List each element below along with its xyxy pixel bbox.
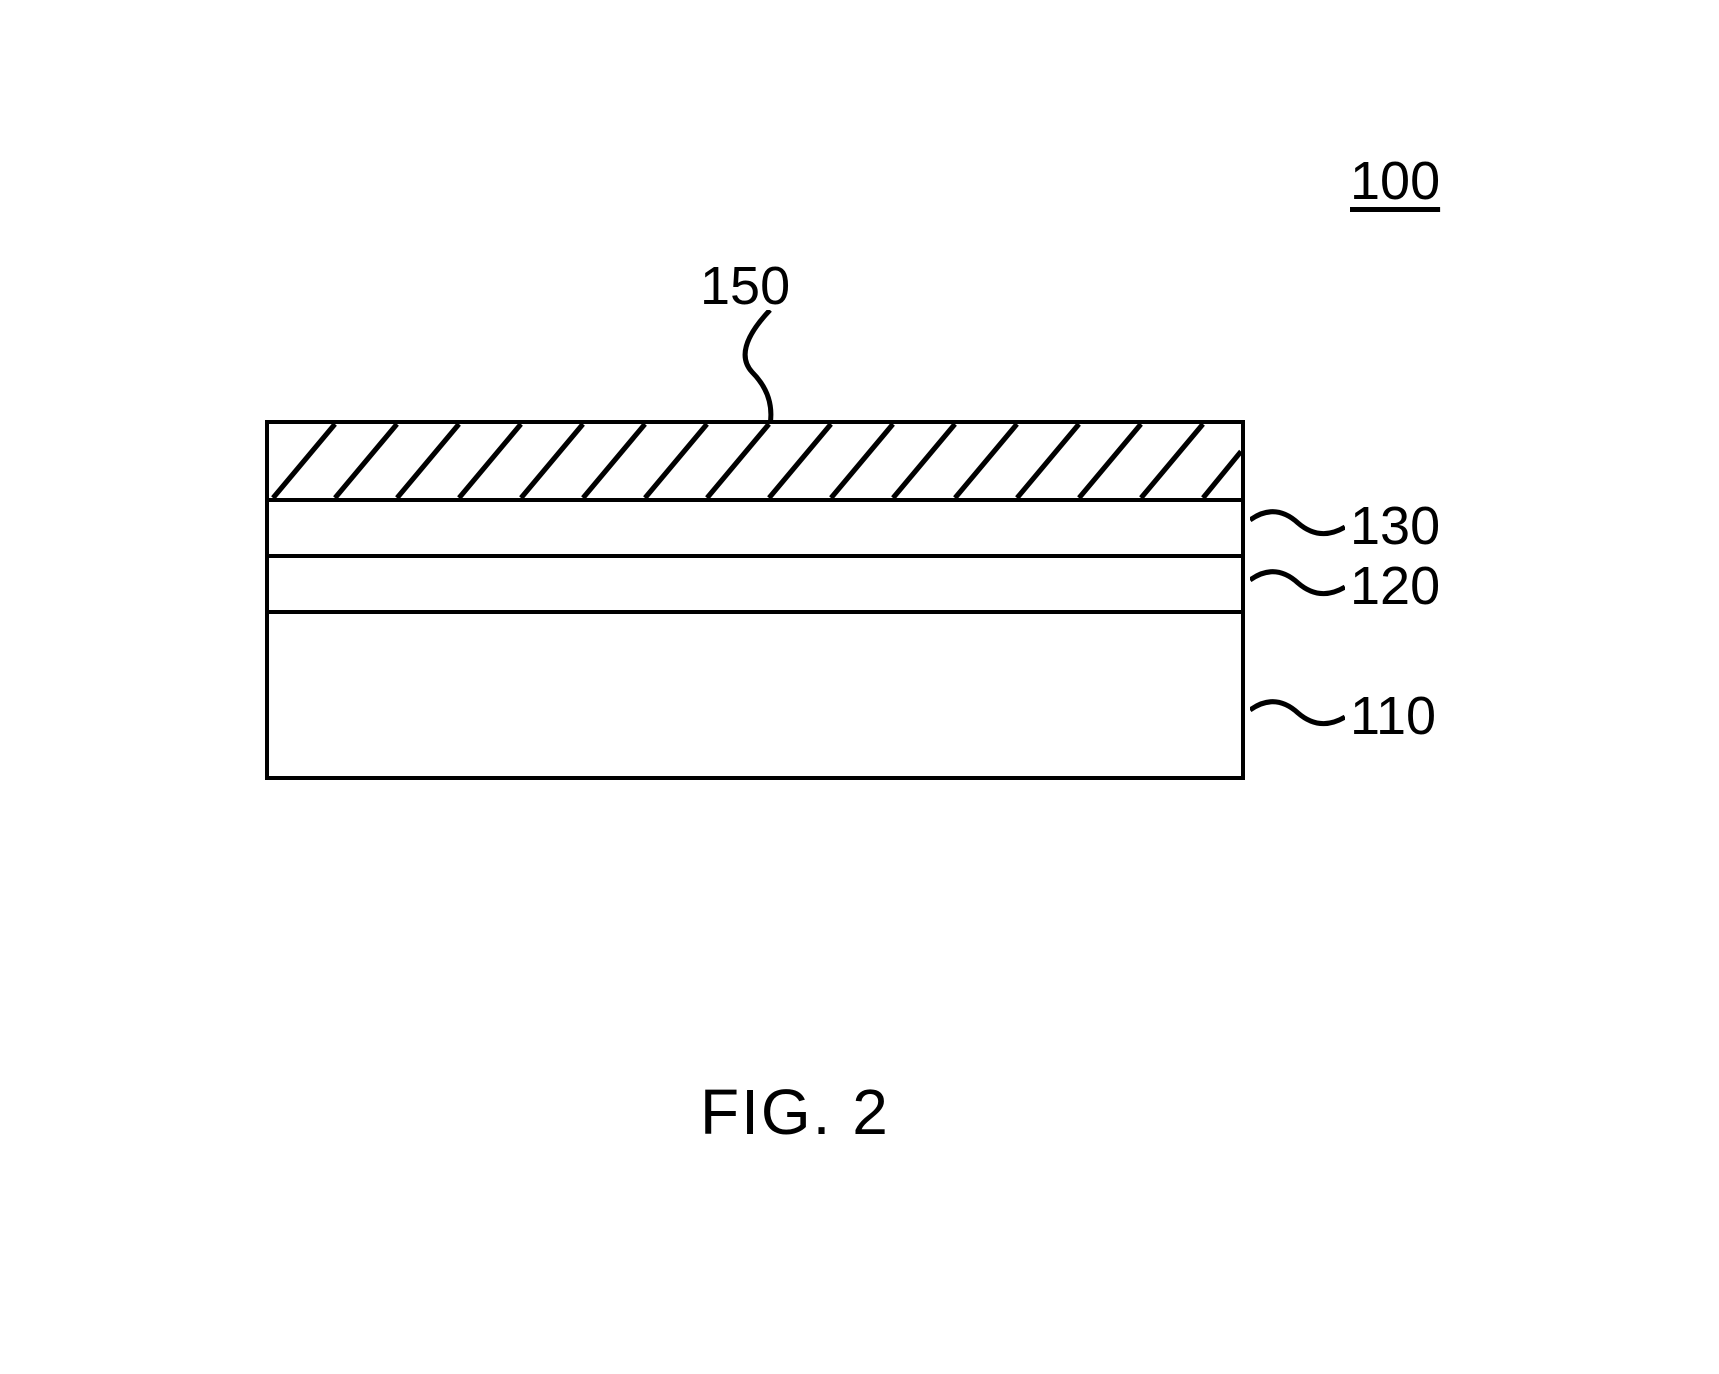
label-110: 110: [1350, 685, 1436, 747]
layer-120: [265, 554, 1245, 610]
layer-150: [265, 420, 1245, 498]
layer-110: [265, 610, 1245, 780]
assembly-label: 100: [1350, 150, 1440, 212]
squiggle-120: [1250, 565, 1345, 605]
label-120: 120: [1350, 555, 1440, 617]
layer-130: [265, 498, 1245, 554]
figure-canvas: 100 150: [0, 0, 1719, 1374]
label-130: 130: [1350, 495, 1440, 557]
squiggle-130: [1250, 505, 1345, 545]
layer-stack: [265, 420, 1245, 780]
figure-caption: FIG. 2: [700, 1075, 890, 1149]
squiggle-110: [1250, 695, 1345, 735]
leader-squiggle-150: [720, 310, 800, 425]
top-layer-label: 150: [700, 255, 790, 317]
